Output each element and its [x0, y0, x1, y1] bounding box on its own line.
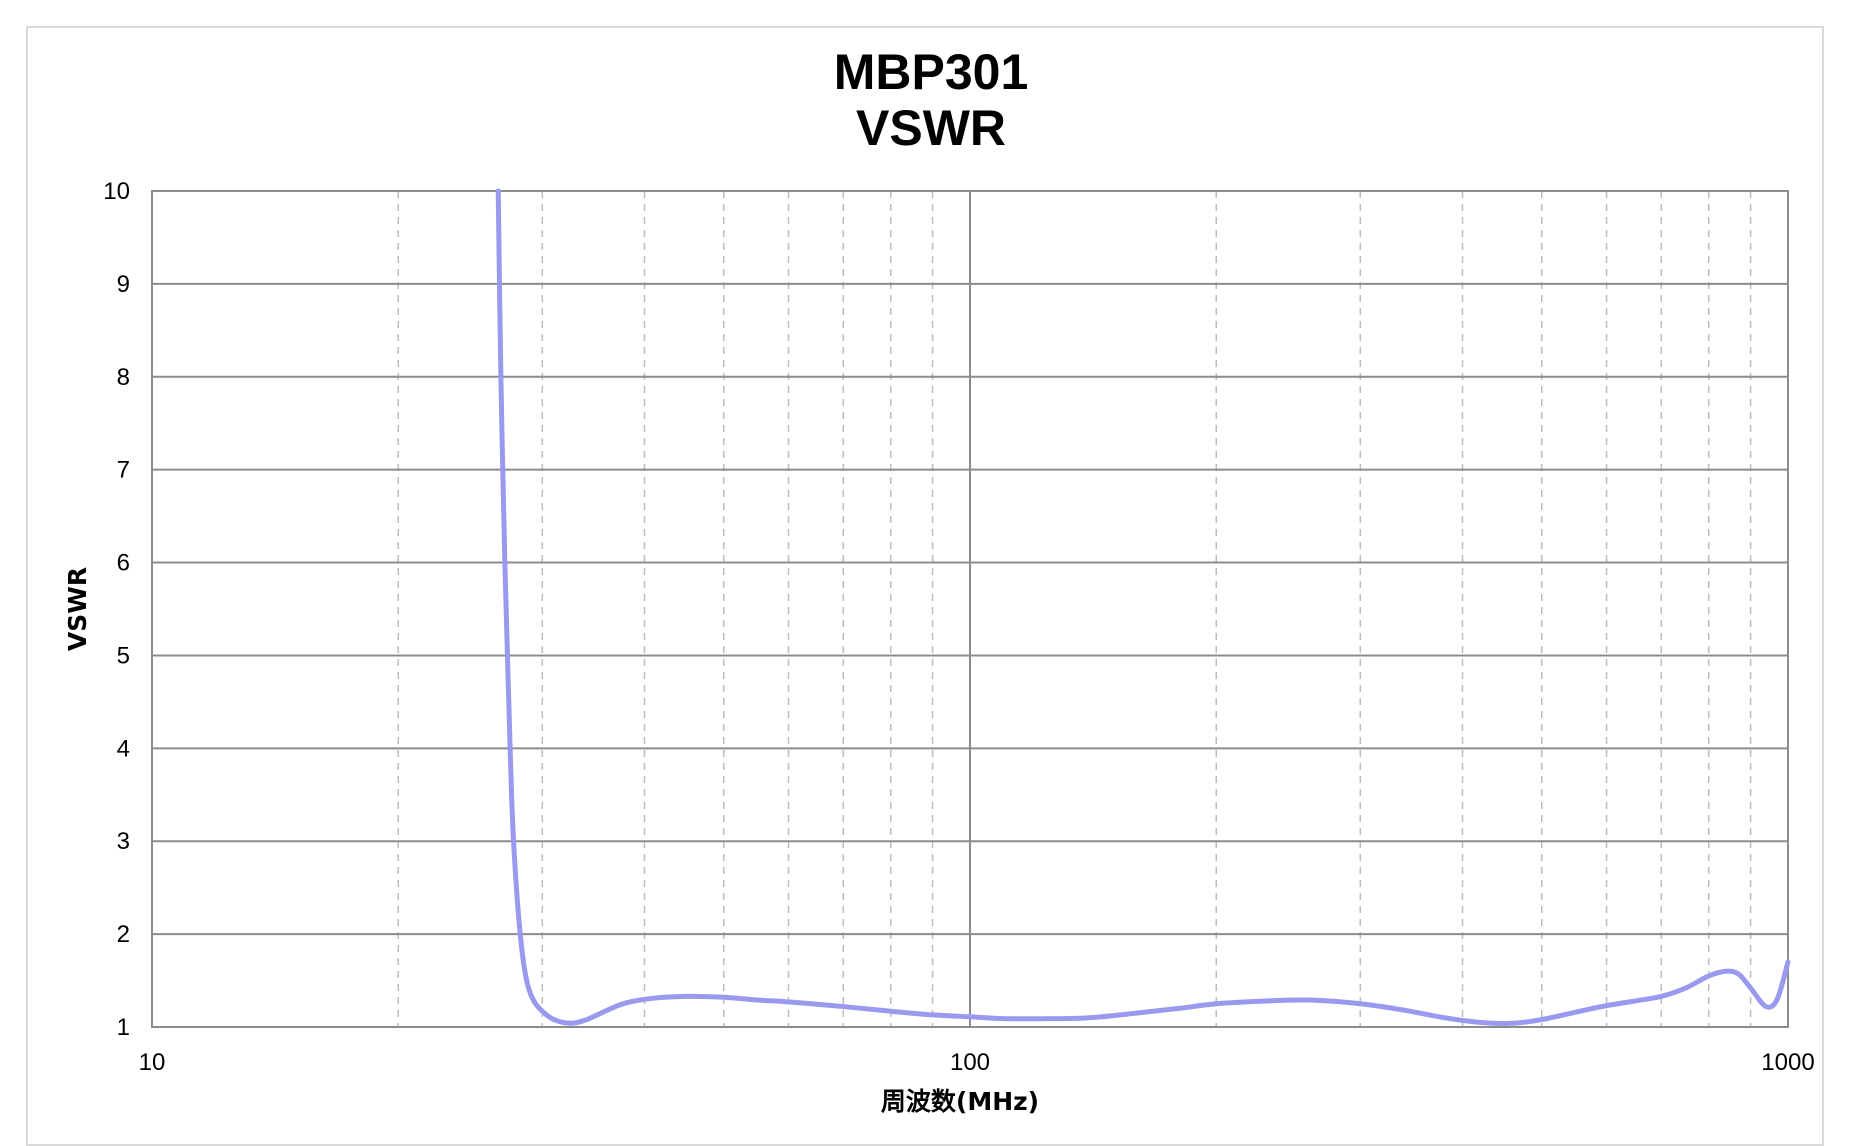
y-axis-title: VSWR: [63, 567, 92, 651]
x-tick-label: 10: [139, 1049, 166, 1076]
y-tick-label: 10: [103, 178, 130, 205]
y-tick-label: 3: [117, 828, 130, 855]
x-axis-title: 周波数(MHz): [881, 1087, 1039, 1116]
plot-border: [151, 190, 1789, 1028]
y-tick-label: 1: [117, 1014, 130, 1041]
chart-subtitle: VSWR: [856, 100, 1006, 156]
y-tick-label: 4: [117, 735, 130, 762]
chart-title-block: MBP301 VSWR: [0, 44, 1862, 156]
y-tick-label: 5: [117, 642, 130, 669]
y-tick-label: 6: [117, 550, 130, 577]
chart-title: MBP301: [833, 44, 1029, 100]
y-tick-label: 7: [117, 457, 130, 484]
y-tick-label: 2: [117, 921, 130, 948]
y-tick-label: 9: [117, 271, 130, 298]
x-tick-label: 1000: [1761, 1049, 1814, 1076]
y-tick-label: 8: [117, 364, 130, 391]
x-tick-label: 100: [950, 1049, 990, 1076]
vswr-series-line: [495, 188, 1791, 1026]
